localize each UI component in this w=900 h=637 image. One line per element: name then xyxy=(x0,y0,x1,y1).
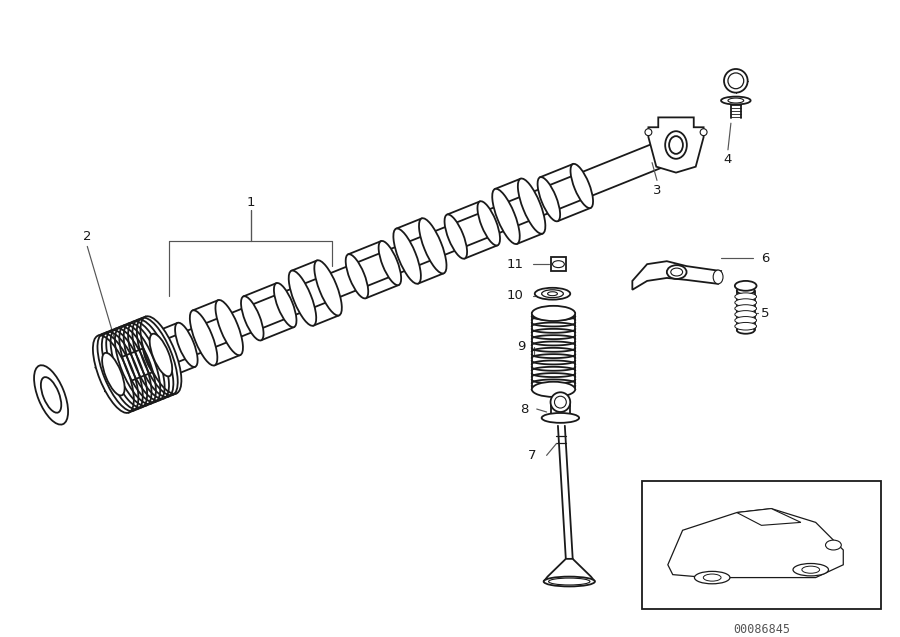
Ellipse shape xyxy=(34,365,68,425)
Text: 2: 2 xyxy=(83,230,92,243)
Text: 7: 7 xyxy=(527,449,536,462)
Ellipse shape xyxy=(737,287,754,294)
Ellipse shape xyxy=(571,164,593,208)
Ellipse shape xyxy=(721,97,751,104)
Ellipse shape xyxy=(542,413,579,423)
Ellipse shape xyxy=(314,261,342,315)
Ellipse shape xyxy=(695,571,730,583)
Ellipse shape xyxy=(544,576,595,587)
Ellipse shape xyxy=(734,304,757,312)
Ellipse shape xyxy=(518,178,545,234)
Ellipse shape xyxy=(825,540,842,550)
Ellipse shape xyxy=(802,566,820,573)
Ellipse shape xyxy=(667,265,687,279)
Ellipse shape xyxy=(734,281,757,290)
Text: 3: 3 xyxy=(652,183,662,197)
Polygon shape xyxy=(737,508,801,526)
Ellipse shape xyxy=(419,218,446,273)
Polygon shape xyxy=(633,261,721,290)
Ellipse shape xyxy=(215,300,243,355)
Ellipse shape xyxy=(547,292,557,296)
Ellipse shape xyxy=(793,564,829,576)
Text: 5: 5 xyxy=(761,307,770,320)
Ellipse shape xyxy=(93,335,134,413)
Ellipse shape xyxy=(703,574,721,581)
Ellipse shape xyxy=(176,323,198,367)
Polygon shape xyxy=(668,508,843,578)
Ellipse shape xyxy=(728,73,743,89)
Ellipse shape xyxy=(665,131,687,159)
Ellipse shape xyxy=(102,353,124,396)
Text: 4: 4 xyxy=(724,153,732,166)
Ellipse shape xyxy=(40,377,61,413)
Ellipse shape xyxy=(445,215,467,259)
Ellipse shape xyxy=(537,177,560,221)
Ellipse shape xyxy=(149,334,172,376)
Text: 8: 8 xyxy=(519,403,528,415)
Text: 6: 6 xyxy=(761,252,770,265)
Ellipse shape xyxy=(274,283,296,327)
Ellipse shape xyxy=(734,311,757,318)
Ellipse shape xyxy=(713,270,723,284)
Ellipse shape xyxy=(670,268,682,276)
Ellipse shape xyxy=(554,396,566,408)
Ellipse shape xyxy=(734,293,757,301)
Text: 9: 9 xyxy=(517,340,526,354)
Ellipse shape xyxy=(734,317,757,324)
Ellipse shape xyxy=(645,129,652,136)
Text: 10: 10 xyxy=(507,289,524,302)
Ellipse shape xyxy=(532,306,575,321)
Ellipse shape xyxy=(190,310,218,366)
Ellipse shape xyxy=(346,254,368,298)
Ellipse shape xyxy=(535,288,571,299)
Ellipse shape xyxy=(551,392,571,412)
Polygon shape xyxy=(544,559,595,582)
Ellipse shape xyxy=(553,261,564,268)
Ellipse shape xyxy=(393,229,421,283)
Ellipse shape xyxy=(734,322,757,330)
Ellipse shape xyxy=(542,290,563,297)
Ellipse shape xyxy=(142,336,165,380)
Ellipse shape xyxy=(379,241,401,285)
Ellipse shape xyxy=(492,189,519,244)
Polygon shape xyxy=(648,117,704,173)
Ellipse shape xyxy=(700,129,707,136)
Ellipse shape xyxy=(724,69,748,92)
Ellipse shape xyxy=(549,578,590,585)
Ellipse shape xyxy=(669,136,683,154)
Text: 00086845: 00086845 xyxy=(733,623,790,636)
Ellipse shape xyxy=(289,271,316,326)
Text: 1: 1 xyxy=(247,196,256,208)
Bar xyxy=(551,257,566,271)
Ellipse shape xyxy=(728,98,743,103)
Ellipse shape xyxy=(241,296,264,340)
Ellipse shape xyxy=(478,201,500,245)
Text: 11: 11 xyxy=(507,257,524,271)
Ellipse shape xyxy=(734,299,757,306)
Bar xyxy=(643,481,881,609)
Ellipse shape xyxy=(140,316,182,394)
Ellipse shape xyxy=(532,382,575,397)
Ellipse shape xyxy=(737,327,754,334)
